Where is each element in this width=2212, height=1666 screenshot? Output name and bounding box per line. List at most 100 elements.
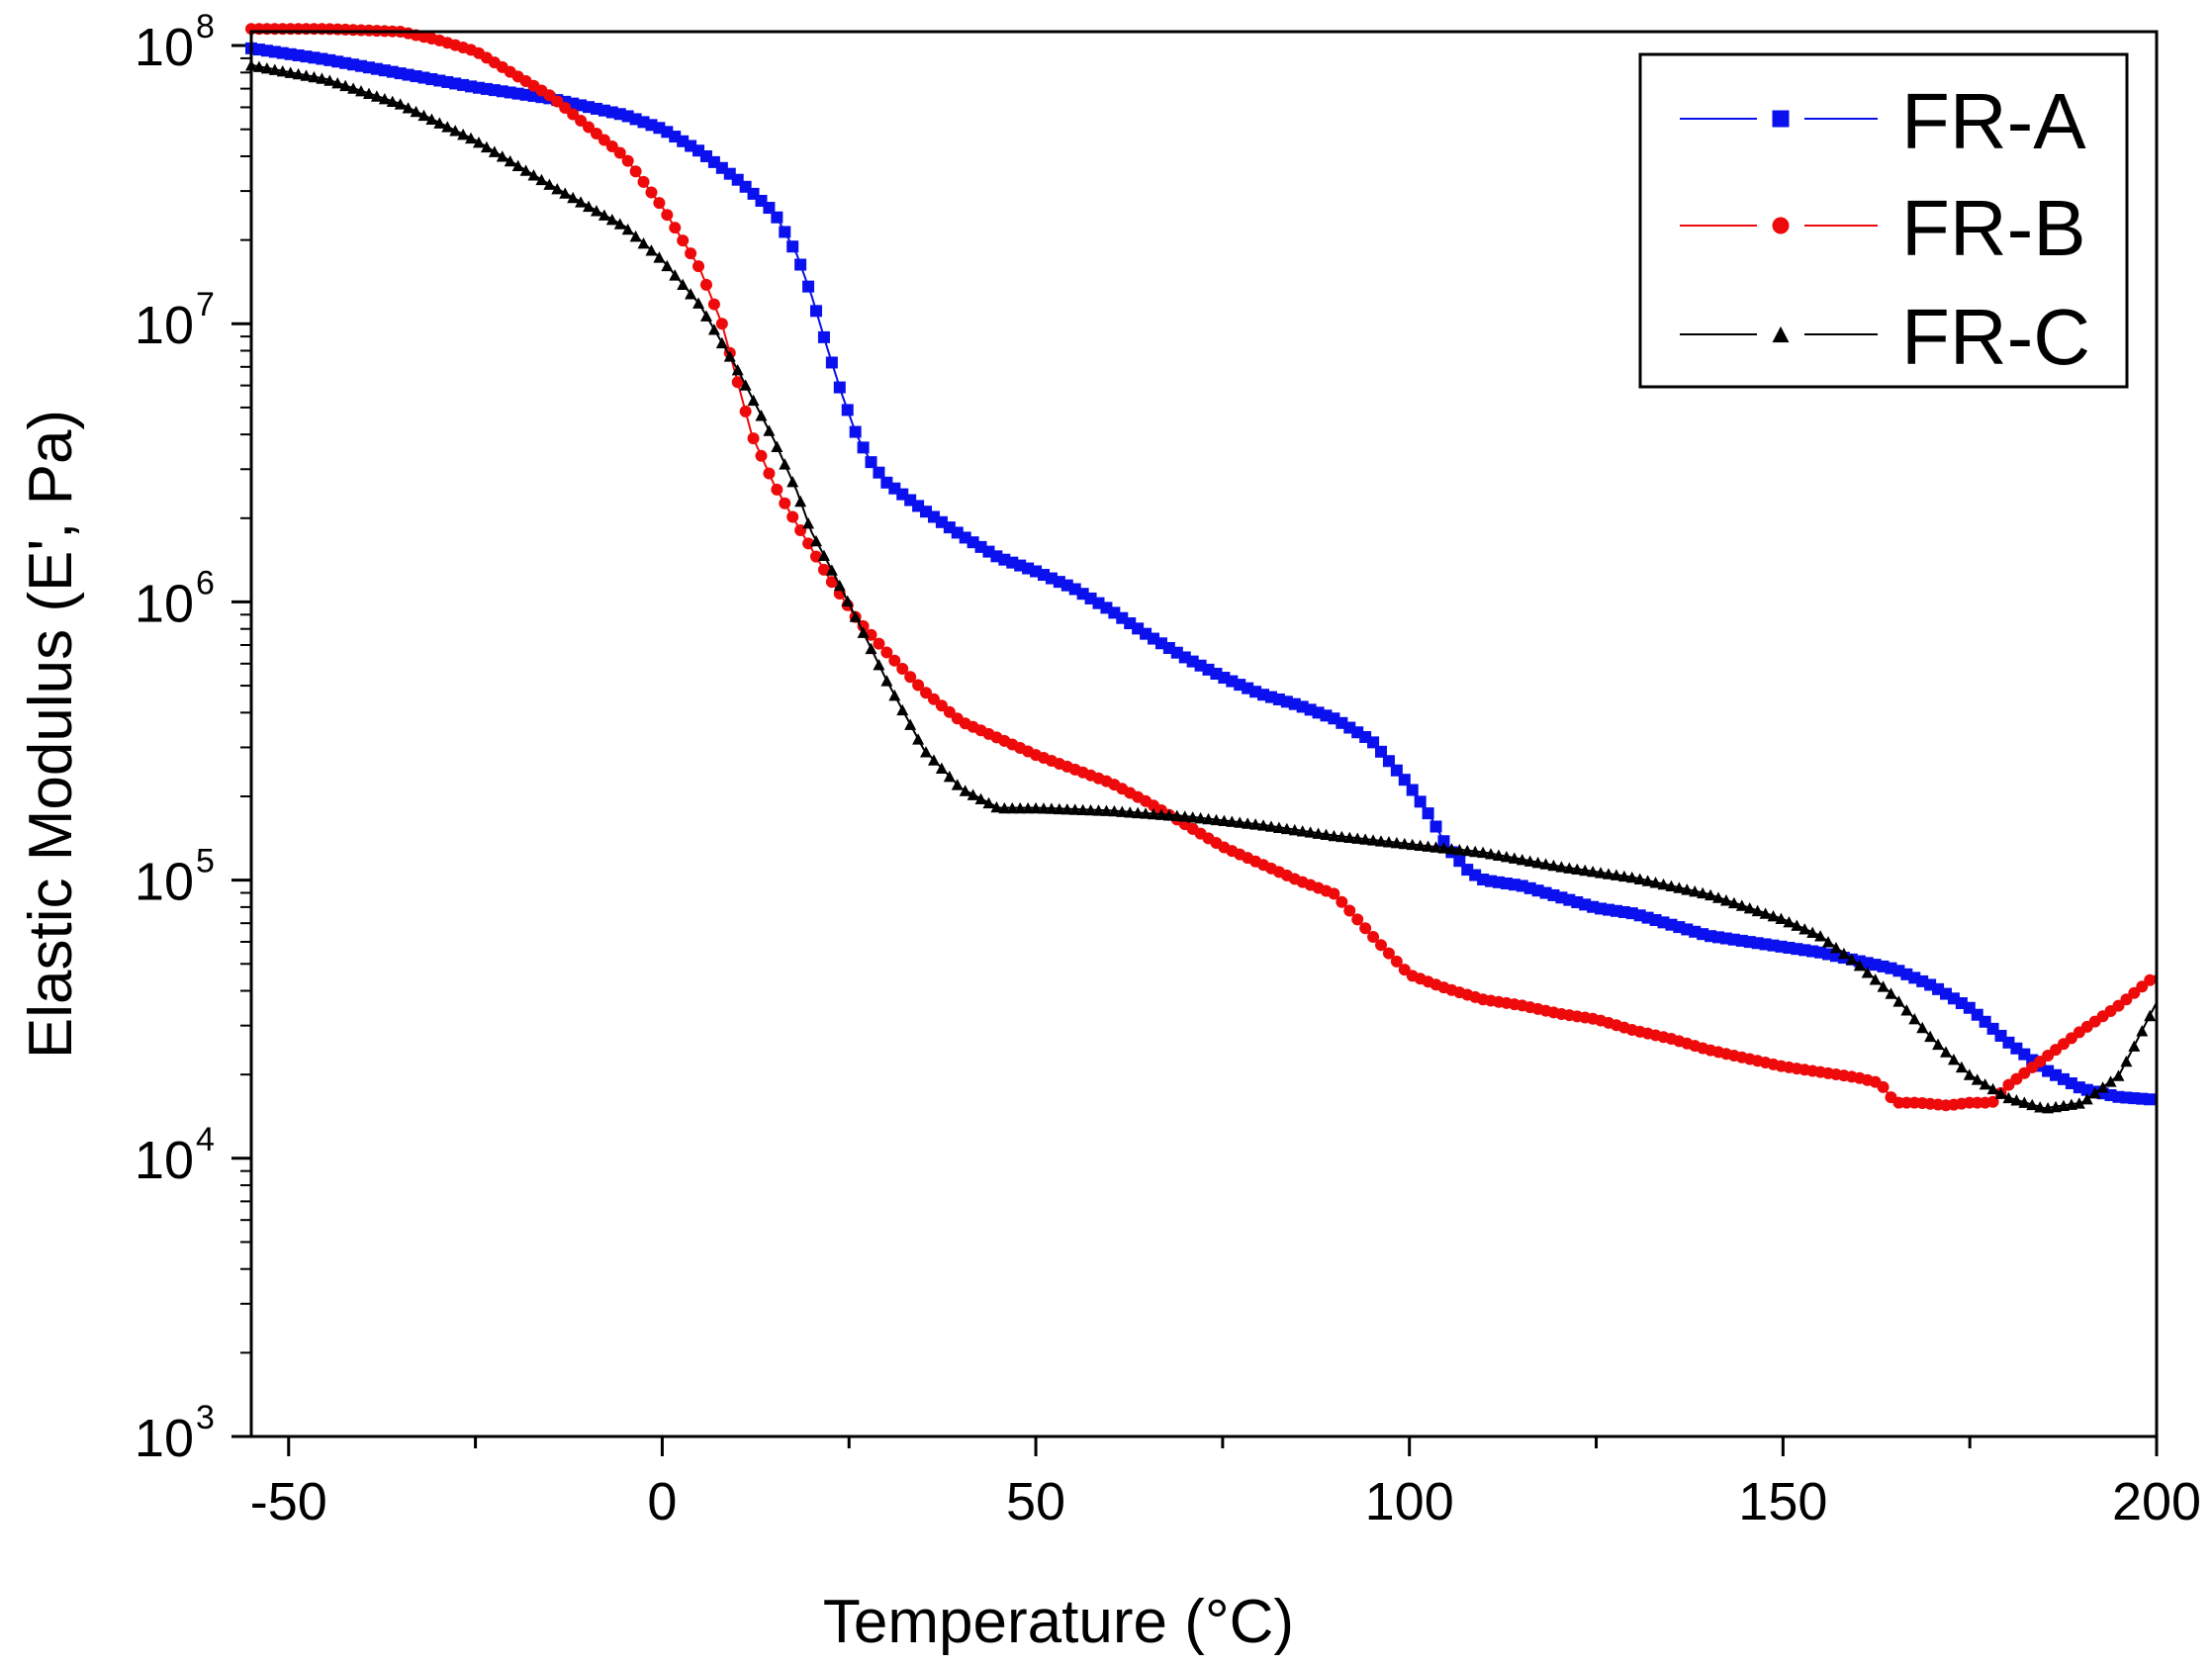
data-point-fr-b [1351,913,1364,926]
data-point-fr-c [779,458,791,470]
data-point-fr-a [1367,736,1380,749]
y-tick-label-exponent: 8 [196,8,215,46]
x-axis-title: Temperature (°C) [823,1588,1294,1656]
data-point-fr-c [519,164,532,176]
data-point-fr-c [575,196,588,208]
data-point-fr-c [480,140,493,153]
data-point-fr-c [1877,980,1889,992]
data-point-fr-c [990,800,1003,813]
data-point-fr-c [292,67,305,80]
data-point-fr-a [841,404,854,416]
data-point-fr-c [1100,804,1113,816]
data-point-fr-a [817,330,830,343]
data-point-fr-c [1477,846,1490,859]
data-point-fr-c [967,788,979,800]
legend-label-fr-b: FR-B [1901,184,2086,272]
data-point-fr-c [1296,825,1309,837]
data-point-fr-c [1705,888,1717,901]
data-point-fr-c [535,173,548,186]
data-point-fr-c [1775,912,1788,925]
data-point-fr-c [1264,820,1277,832]
data-point-fr-c [1523,855,1536,867]
data-point-fr-b [817,563,830,576]
data-point-fr-c [1500,851,1513,863]
data-point-fr-c [1971,1073,1983,1085]
data-point-fr-a [1382,755,1395,768]
data-point-fr-c [1955,1061,1968,1073]
data-point-fr-c [1422,840,1434,852]
data-point-fr-c [308,70,321,83]
data-point-fr-c [1461,844,1474,857]
data-point-fr-c [1148,807,1160,820]
data-point-fr-c [1014,801,1027,814]
data-point-fr-c [833,579,846,592]
y-tick-label-base: 10 [135,853,194,912]
data-point-fr-c [1657,878,1670,890]
x-tick-label: 0 [647,1472,677,1531]
data-point-fr-c [457,128,470,140]
data-point-fr-b [1359,922,1372,935]
data-point-fr-c [669,269,682,281]
data-point-fr-c [2104,1075,2117,1087]
data-point-fr-c [1689,884,1702,897]
data-point-fr-b [699,278,712,291]
data-point-fr-c [692,297,705,309]
data-point-fr-c [1735,899,1748,911]
data-point-fr-a [810,305,823,318]
data-point-fr-c [2018,1096,2031,1108]
data-point-fr-b [2120,993,2133,1006]
data-point-fr-c [1382,836,1395,848]
data-point-fr-c [504,154,516,167]
data-point-fr-c [653,251,666,263]
y-tick-label-exponent: 7 [196,286,215,324]
data-point-fr-c [402,102,415,114]
data-point-fr-b [567,108,580,121]
data-point-fr-b [739,405,752,417]
data-point-fr-c [927,754,940,766]
data-point-fr-b [1877,1080,1889,1093]
data-point-fr-b [2144,973,2157,986]
data-point-fr-c [1531,856,1544,869]
data-point-fr-c [959,785,971,796]
axis-ticks [231,44,2159,1456]
data-point-fr-c [1398,837,1411,850]
data-point-fr-c [1719,894,1732,906]
data-point-fr-c [1916,1021,1929,1034]
data-point-fr-b [786,510,799,523]
data-point-fr-c [1492,849,1505,861]
data-point-fr-b [685,247,697,260]
data-point-fr-c [559,187,572,199]
data-point-fr-a [1429,820,1442,833]
data-point-fr-c [1853,959,1866,972]
data-point-fr-c [1375,835,1388,847]
data-point-fr-c [378,92,391,105]
data-point-fr-b [935,699,948,712]
data-point-fr-b [1382,947,1395,960]
data-point-fr-c [1210,813,1223,826]
y-tick-label-exponent: 3 [196,1399,215,1436]
data-point-fr-c [857,626,870,638]
data-point-fr-b [825,576,838,589]
data-point-fr-a [779,226,791,238]
data-point-fr-c [1681,883,1694,895]
data-point-fr-c [1060,802,1073,815]
data-point-fr-b [1343,904,1356,917]
data-point-fr-b [1328,887,1340,900]
data-point-fr-c [1814,930,1827,942]
data-point-fr-c [1625,871,1638,883]
data-point-fr-c [1845,953,1858,966]
data-point-fr-c [802,516,815,529]
data-point-fr-c [425,113,438,125]
data-point-fr-a [355,59,368,72]
data-point-fr-c [645,244,658,256]
data-point-fr-c [1249,818,1262,830]
data-point-fr-c [715,336,728,349]
data-point-fr-c [1429,841,1442,853]
x-tick-label: 150 [1738,1472,1827,1531]
data-point-fr-c [1673,881,1686,893]
series-fr-a [245,42,2158,1106]
data-point-fr-c [449,125,462,137]
data-point-fr-c [943,770,956,783]
data-point-fr-b [1367,931,1380,944]
